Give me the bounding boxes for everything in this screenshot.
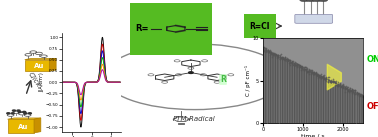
Circle shape — [312, 0, 321, 2]
Polygon shape — [8, 118, 41, 119]
Circle shape — [189, 72, 193, 73]
Circle shape — [24, 113, 27, 114]
Circle shape — [17, 110, 20, 111]
Text: R=Cl: R=Cl — [250, 22, 270, 31]
X-axis label: time / s: time / s — [301, 134, 325, 137]
Circle shape — [11, 113, 14, 114]
Polygon shape — [8, 119, 34, 133]
FancyBboxPatch shape — [244, 14, 276, 38]
Circle shape — [23, 111, 26, 112]
Circle shape — [28, 113, 31, 114]
Circle shape — [306, 0, 315, 2]
Circle shape — [18, 111, 21, 112]
Text: Au: Au — [18, 124, 28, 130]
Text: R: R — [220, 75, 226, 84]
Polygon shape — [25, 58, 56, 60]
Text: OFF: OFF — [367, 102, 378, 111]
Text: PTM-Radical: PTM-Radical — [173, 116, 216, 122]
FancyBboxPatch shape — [130, 3, 212, 55]
Text: R=: R= — [135, 24, 149, 33]
Polygon shape — [25, 60, 49, 71]
Text: ON: ON — [367, 55, 378, 64]
Y-axis label: C / pF cm⁻¹: C / pF cm⁻¹ — [245, 65, 251, 96]
Circle shape — [319, 0, 328, 2]
Circle shape — [300, 0, 309, 2]
Y-axis label: J(A/cm²): J(A/cm²) — [39, 72, 44, 92]
Polygon shape — [49, 58, 56, 71]
FancyBboxPatch shape — [295, 14, 333, 23]
Circle shape — [12, 110, 15, 111]
Polygon shape — [34, 118, 41, 133]
Text: Au: Au — [34, 63, 44, 69]
Text: Click: Click — [27, 71, 42, 88]
Circle shape — [7, 113, 10, 114]
